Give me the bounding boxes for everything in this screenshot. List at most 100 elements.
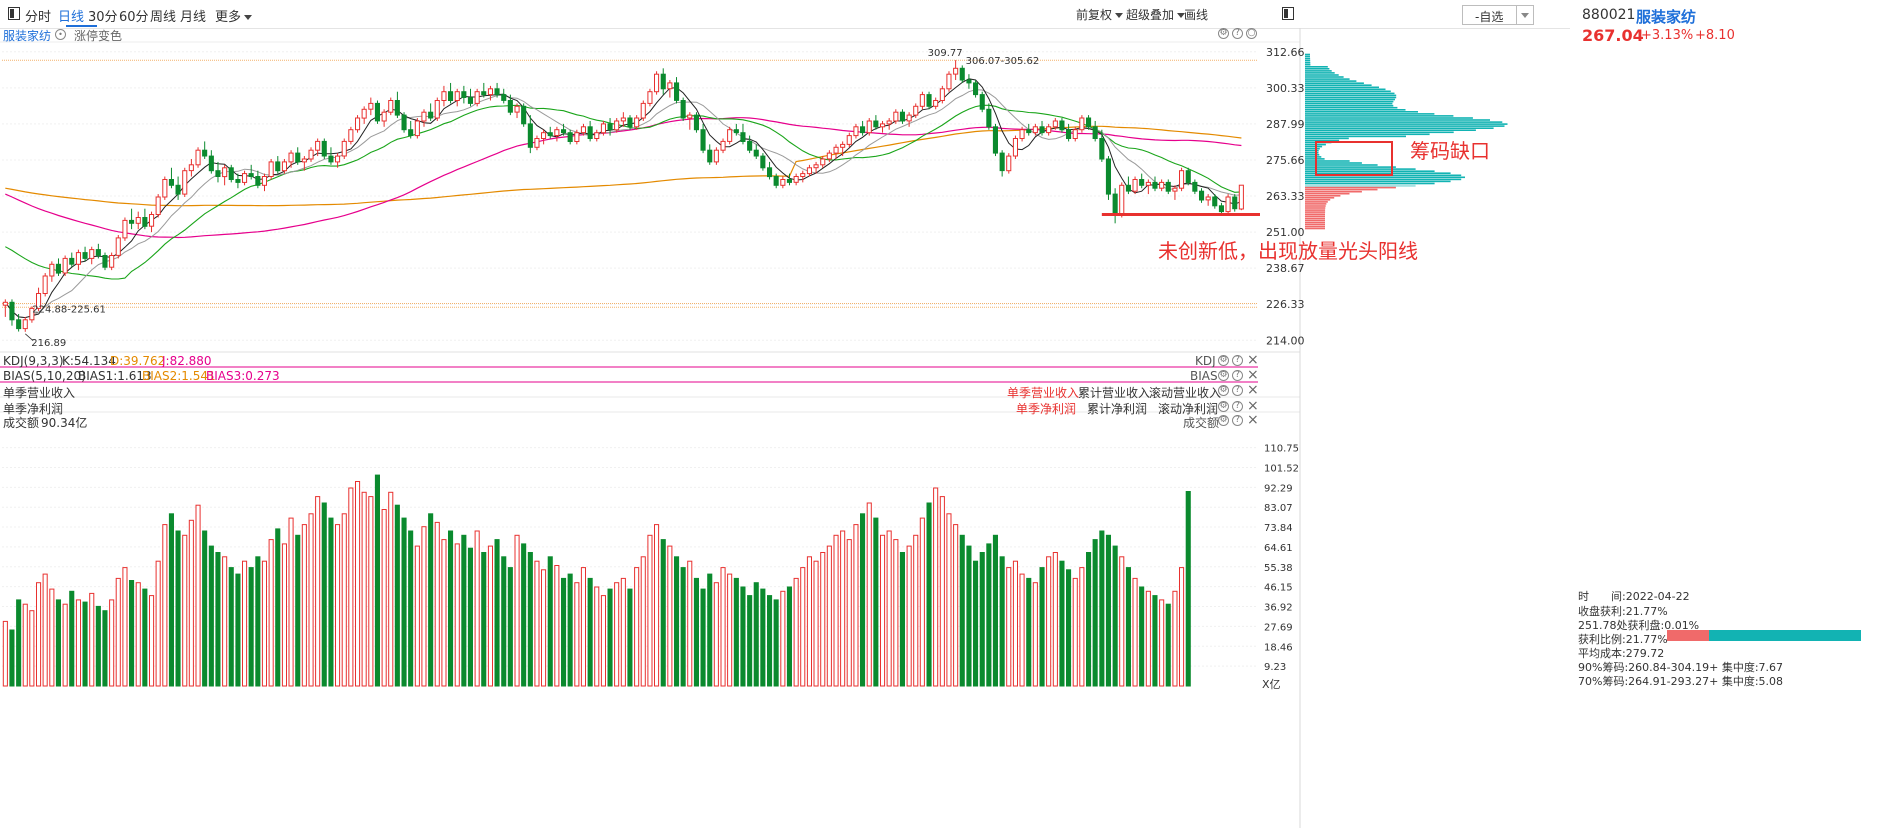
volume-bar (886, 530, 892, 687)
volume-bar (401, 517, 407, 687)
candle-body (860, 126, 866, 134)
help-icon[interactable]: ? (1232, 385, 1243, 396)
tab-60min[interactable]: 60分 (119, 10, 149, 25)
settings-icon[interactable]: ⚙ (1218, 385, 1229, 396)
volume-bar (1012, 560, 1019, 687)
volume-bar (674, 556, 680, 687)
tab-weekly[interactable]: 周线 (150, 10, 177, 25)
volume-bar (707, 573, 713, 687)
volume-bar (454, 543, 460, 687)
panel-toggle-icon[interactable] (8, 7, 20, 20)
candle-body (168, 179, 174, 186)
chip-bar (1305, 55, 1310, 58)
volume-bar (607, 588, 613, 687)
tab-daily[interactable]: 日线 (58, 10, 85, 25)
chip-bar (1305, 195, 1341, 197)
volume-bar (780, 590, 786, 687)
profit-opt-single[interactable]: 单季净利润 (1016, 402, 1077, 416)
candle-body (826, 152, 832, 160)
info-icon[interactable]: ○ (1246, 28, 1257, 39)
candle-body (487, 88, 493, 96)
volume-bar (149, 595, 155, 687)
annotation-candle: 未创新低，出现放量光头阳线 (1158, 239, 1418, 263)
candle-body (1152, 181, 1158, 189)
settings-icon[interactable]: ⚙ (1218, 370, 1229, 381)
volume-bar (627, 588, 633, 687)
kline-chart[interactable]: 312.66 300.33 287.99 275.66 263.33 251.00 238.… (0, 0, 1570, 828)
candle-body (1145, 181, 1151, 186)
candle-body (202, 149, 208, 157)
volume-bar (521, 543, 527, 687)
volume-bar (926, 502, 932, 687)
candle-body (275, 161, 281, 172)
revenue-opt-single[interactable]: 单季营业收入 (1007, 386, 1080, 400)
settings-icon[interactable]: ⚙ (1218, 415, 1229, 426)
candle-body (467, 97, 473, 104)
candle-body (428, 111, 434, 119)
more-menu[interactable]: 更多 (215, 6, 253, 25)
help-icon[interactable]: ? (1232, 355, 1243, 366)
help-icon[interactable]: ? (1232, 415, 1243, 426)
help-icon[interactable]: ? (1232, 370, 1243, 381)
revenue-opt-rolling[interactable]: 滚动营业收入 (1149, 386, 1222, 400)
price-axis-label: 287.99 (1266, 118, 1305, 131)
candle-body (1039, 126, 1045, 134)
settings-icon[interactable]: ⚙ (1218, 28, 1229, 39)
chip-bar (1305, 156, 1322, 158)
select-arrow[interactable] (1516, 6, 1533, 24)
chip-bar (1305, 168, 1416, 170)
revenue-opt-cumulative[interactable]: 累计营业收入 (1078, 386, 1151, 400)
chip-bar (1305, 98, 1395, 101)
volume-bar (95, 605, 101, 687)
tab-30min[interactable]: 30分 (88, 10, 118, 25)
side-panel-toggle-icon[interactable] (1282, 7, 1294, 20)
limit-color-toggle[interactable]: 涨停变色 (74, 29, 123, 43)
close-icon[interactable]: × (1247, 412, 1259, 428)
candle-body (281, 161, 287, 172)
candle-body (49, 263, 55, 277)
close-icon[interactable]: × (1247, 367, 1259, 383)
profit-opt-cumulative[interactable]: 累计净利润 (1087, 402, 1148, 416)
volume-bar (115, 577, 121, 687)
fuquan-menu[interactable]: 前复权 (1076, 6, 1124, 23)
watchlist-select[interactable]: -自选 (1462, 5, 1534, 25)
close-icon[interactable]: × (1247, 352, 1259, 368)
candle-body (182, 170, 188, 195)
volume-bar (208, 545, 214, 687)
candle-body (62, 257, 68, 274)
ma60-line (5, 117, 1242, 239)
draw-line-button[interactable]: 画线 (1184, 8, 1209, 22)
chip-bar (1305, 188, 1378, 191)
volume-bar (1046, 556, 1052, 687)
tab-fenshi[interactable]: 分时 (25, 10, 52, 25)
candle-body (368, 102, 374, 110)
volume-bar (348, 487, 354, 687)
volume-bar (574, 582, 580, 687)
close-icon[interactable]: × (1247, 398, 1259, 414)
kdj-k: K:54.134 (62, 354, 116, 368)
volume-bar (760, 588, 766, 687)
volume-bar (135, 582, 141, 687)
settings-icon[interactable]: ⚙ (1218, 401, 1229, 412)
profit-opt-rolling[interactable]: 滚动净利润 (1158, 402, 1219, 416)
close-icon[interactable]: × (1247, 382, 1259, 398)
chip-bar (1305, 63, 1311, 66)
price-axis-label: 263.33 (1266, 190, 1305, 203)
candle-body (926, 94, 932, 107)
tab-monthly[interactable]: 月线 (180, 10, 207, 25)
chip-bar (1305, 115, 1454, 117)
overlay-menu[interactable]: 超级叠加 (1126, 6, 1186, 23)
settings-icon[interactable]: ⚙ (1218, 355, 1229, 366)
settings-dot-icon[interactable]: • (55, 29, 66, 40)
chip-bar (1305, 57, 1311, 60)
volume-bar (700, 588, 706, 687)
chip-bar (1305, 100, 1394, 103)
chip-bar (1305, 92, 1395, 95)
help-icon[interactable]: ? (1232, 401, 1243, 412)
stock-name[interactable]: 服装家纺 (1636, 8, 1697, 26)
candle-body (620, 117, 626, 122)
chip-bar (1305, 53, 1310, 56)
stat-chips-70: 70%筹码:264.91-293.27+ 集中度:5.08 (1578, 675, 1784, 688)
volume-bar (1172, 590, 1178, 687)
help-icon[interactable]: ? (1232, 28, 1243, 39)
